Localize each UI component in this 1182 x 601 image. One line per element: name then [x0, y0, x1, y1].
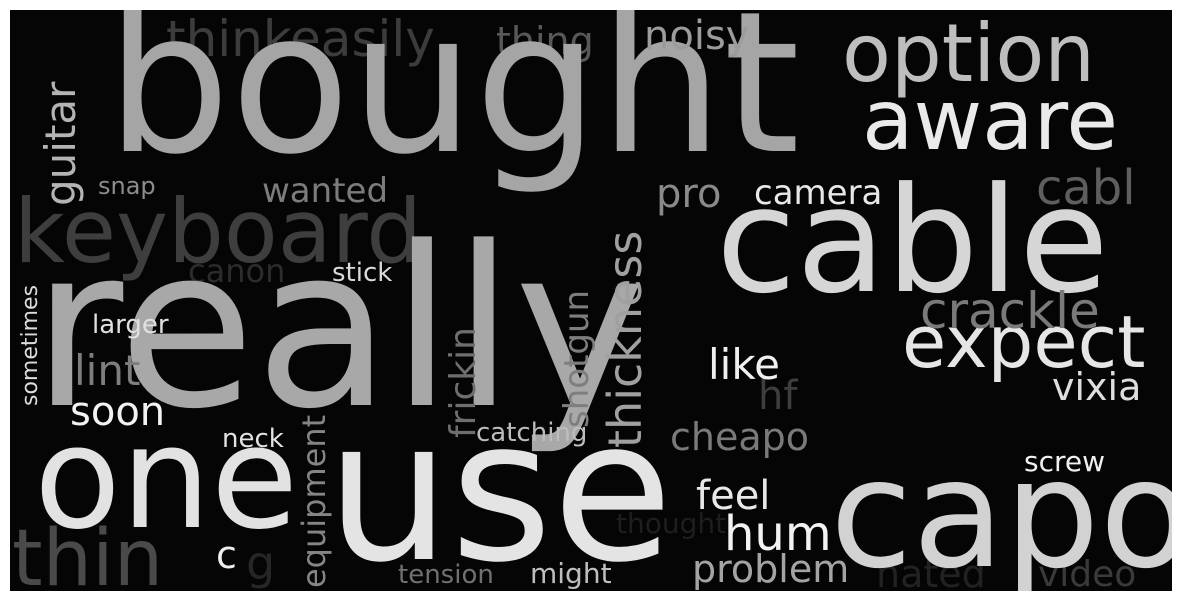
word-crackle: crackle	[920, 282, 1100, 340]
word-really: really	[32, 200, 646, 458]
word-feel: feel	[696, 473, 771, 519]
word-expect: expect	[902, 300, 1146, 384]
word-snap: snap	[98, 172, 156, 200]
word-hated: hated	[876, 552, 986, 591]
word-cable: cable	[716, 156, 1109, 326]
word-option: option	[842, 10, 1095, 100]
word-soon: soon	[70, 389, 166, 435]
word-bought: bought	[106, 10, 801, 198]
word-camera: camera	[754, 173, 883, 213]
word-shotgun: shotgun	[557, 289, 597, 428]
word-video: video	[1038, 554, 1137, 592]
word-hf: hf	[758, 373, 798, 419]
word-one: one	[34, 396, 299, 561]
word-frickin: frickin	[443, 327, 484, 438]
word-thickness: thickness	[598, 230, 652, 448]
word-vixia: vixia	[1052, 365, 1142, 409]
word-thinkeasily: thinkeasily	[166, 10, 435, 68]
word-sometimes: sometimes	[18, 284, 43, 406]
word-stick: stick	[332, 258, 393, 288]
word-cloud: hated thought g video canon keyboard thi…	[10, 10, 1172, 591]
word-capo: capo	[830, 428, 1172, 591]
word-g: g	[246, 536, 276, 590]
word-wanted: wanted	[262, 171, 389, 211]
word-c: c	[216, 533, 237, 577]
word-thought: thought	[616, 507, 727, 540]
word-problem: problem	[692, 547, 850, 591]
word-keyboard: keyboard	[14, 180, 423, 283]
word-catching: catching	[476, 418, 588, 448]
word-thing: thing	[496, 19, 594, 63]
word-equipment: equipment	[295, 414, 333, 588]
word-guitar: guitar	[36, 81, 85, 206]
word-larger: larger	[92, 310, 169, 340]
word-lint: lint	[74, 346, 141, 395]
word-cabl: cabl	[1036, 160, 1136, 216]
word-might: might	[530, 557, 612, 590]
word-tension: tension	[398, 560, 494, 590]
word-noisy: noisy	[644, 13, 750, 59]
word-cheapo: cheapo	[670, 415, 810, 459]
word-like: like	[708, 340, 781, 389]
word-pro: pro	[656, 171, 722, 217]
word-aware: aware	[862, 71, 1119, 169]
word-thin: thin	[12, 514, 164, 591]
word-canon: canon	[188, 252, 286, 290]
word-hum: hum	[724, 506, 832, 562]
word-use: use	[326, 378, 673, 591]
word-screw: screw	[1024, 445, 1106, 478]
word-neck: neck	[222, 424, 284, 454]
